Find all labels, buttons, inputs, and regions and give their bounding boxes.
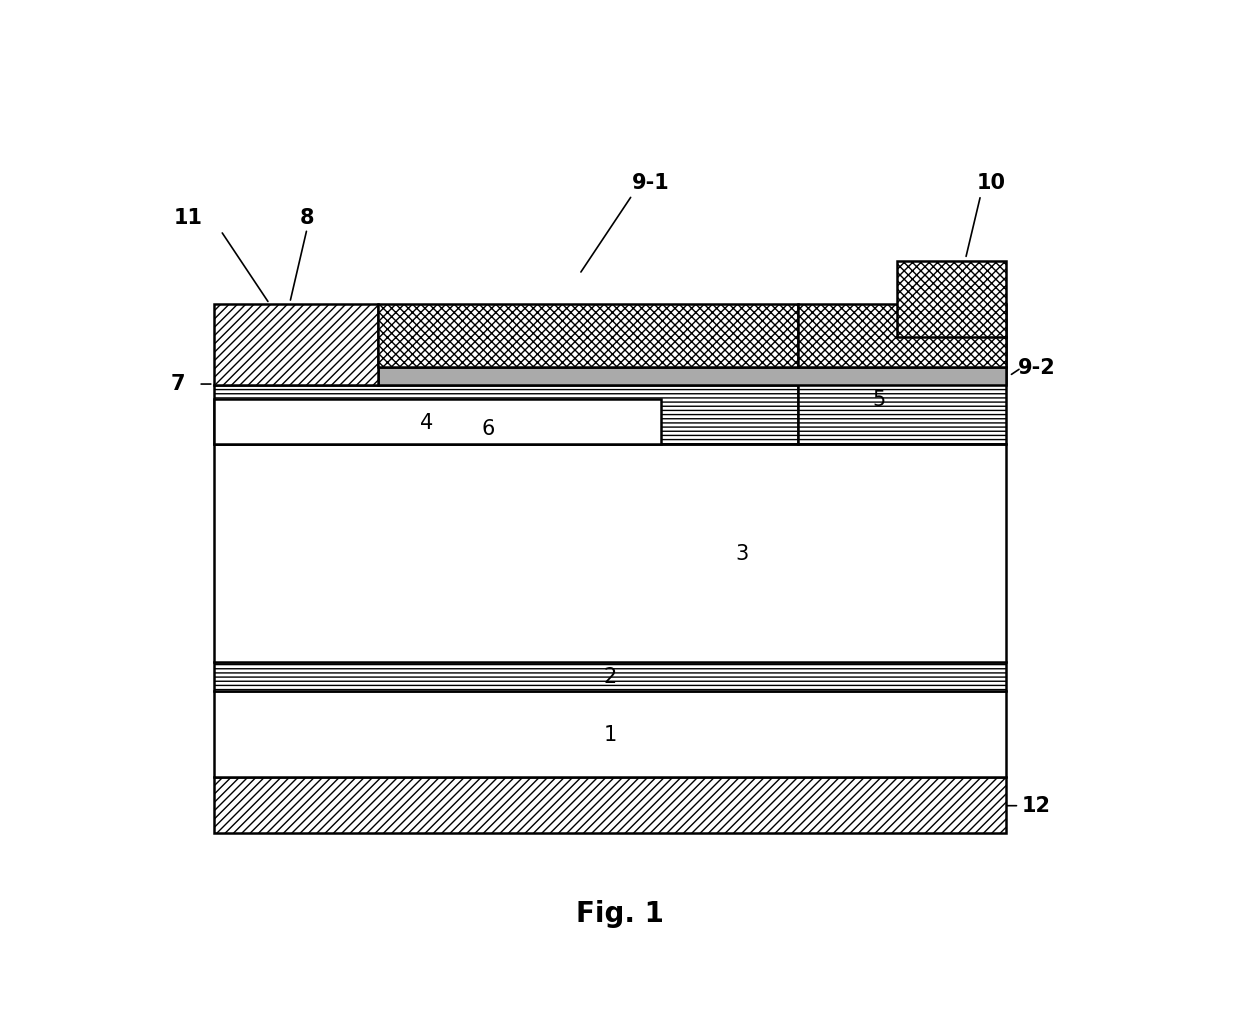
Text: 9-1: 9-1 bbox=[631, 173, 670, 193]
Text: 6: 6 bbox=[481, 419, 495, 439]
Bar bbox=[213, 444, 1006, 662]
Text: 8: 8 bbox=[300, 208, 314, 229]
Text: 3: 3 bbox=[735, 544, 749, 564]
Bar bbox=[213, 385, 797, 444]
Text: 9-2: 9-2 bbox=[1018, 358, 1055, 378]
Bar bbox=[797, 337, 1006, 444]
Text: 2: 2 bbox=[603, 666, 616, 687]
Text: 5: 5 bbox=[873, 390, 885, 410]
Bar bbox=[213, 399, 661, 444]
Bar bbox=[898, 261, 1006, 337]
Bar bbox=[213, 691, 1006, 777]
Bar bbox=[378, 304, 797, 367]
Bar bbox=[378, 367, 1006, 385]
Text: 10: 10 bbox=[976, 173, 1006, 193]
Text: Fig. 1: Fig. 1 bbox=[577, 900, 663, 929]
Text: 4: 4 bbox=[420, 412, 434, 433]
Bar bbox=[797, 304, 1006, 367]
Text: 12: 12 bbox=[1022, 796, 1052, 816]
Text: 7: 7 bbox=[171, 374, 185, 394]
Text: 11: 11 bbox=[174, 208, 202, 229]
Bar bbox=[213, 777, 1006, 833]
Text: 1: 1 bbox=[603, 724, 616, 745]
Bar bbox=[213, 304, 378, 385]
Bar bbox=[213, 662, 1006, 691]
